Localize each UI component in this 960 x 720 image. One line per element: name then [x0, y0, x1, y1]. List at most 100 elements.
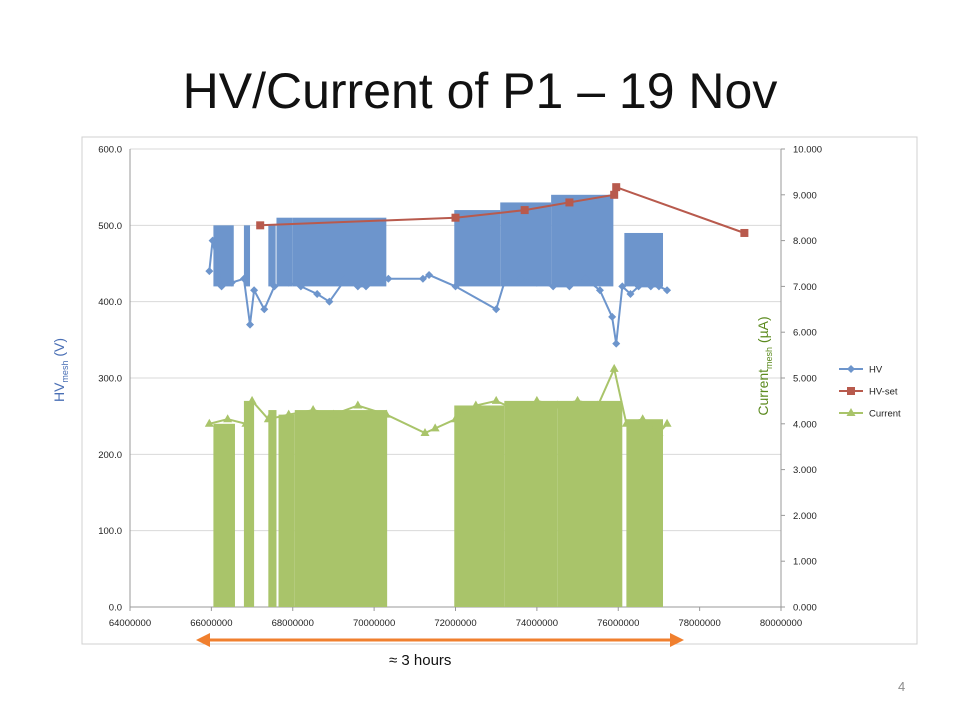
hv-set-point [610, 190, 619, 199]
current-point [430, 423, 440, 432]
legend-marker [846, 408, 856, 416]
y-right-tick-label: 0.000 [793, 603, 817, 614]
current-point [204, 418, 214, 427]
current-point [420, 427, 430, 436]
legend-label: HV [869, 365, 883, 376]
y-right-tick-label: 2.000 [793, 511, 817, 522]
series-line-hv [208, 240, 668, 344]
x-tick-label: 74000000 [516, 618, 558, 629]
hv-point [284, 278, 293, 287]
current-point [662, 418, 672, 427]
current-point [491, 395, 501, 404]
current-point [263, 414, 273, 423]
y-right-tick-label: 7.000 [793, 282, 817, 293]
hv-point [565, 282, 574, 291]
hv-dense-band [292, 217, 387, 287]
hv-point [208, 236, 217, 245]
legend: HV HV-set Current [839, 365, 901, 420]
hv-point [313, 290, 322, 299]
current-point [532, 395, 542, 404]
hv-dense-band [551, 194, 614, 287]
hv-point [618, 282, 627, 291]
y-right-tick-label: 8.000 [793, 236, 817, 247]
current-dense-band [278, 414, 295, 607]
current-dense-band [626, 419, 664, 607]
current-point [573, 395, 583, 404]
y-left-tick-label: 100.0 [98, 526, 122, 537]
hv-point [532, 278, 541, 287]
x-tick-label: 64000000 [109, 618, 151, 629]
current-point [353, 400, 363, 409]
current-point [552, 400, 562, 409]
current-dense-band [294, 410, 388, 607]
y-left-tick-label: 400.0 [98, 297, 122, 308]
hv-dense-band [454, 210, 501, 287]
hv-point [492, 305, 501, 314]
hv-dense-band [276, 217, 293, 287]
hv-point [608, 312, 617, 321]
hv-point [500, 278, 509, 287]
hv-point [353, 282, 362, 291]
legend-label: HV-set [869, 387, 898, 398]
current-dense-band [454, 405, 505, 607]
hv-point [418, 274, 427, 283]
hv-point [425, 270, 434, 279]
current-dense-band [243, 400, 255, 607]
current-point [284, 409, 294, 418]
x-tick-label: 70000000 [353, 618, 395, 629]
x-tick-label: 72000000 [434, 618, 476, 629]
hv-point [516, 274, 525, 283]
current-point [241, 418, 251, 427]
tick-labels: 0.0 100.0 200.0 300.0 400.0 500.0 600.0 0.000 1.… [98, 145, 822, 630]
y-right-tick-label: 4.000 [793, 419, 817, 430]
x-tick-label: 66000000 [190, 618, 232, 629]
hv-set-point [565, 198, 574, 207]
hv-point [205, 267, 214, 276]
right-axis-label: Currentmesh (µA) [755, 316, 774, 415]
hv-point [612, 339, 621, 348]
legend-marker [847, 365, 855, 373]
legend-label: Current [869, 409, 901, 420]
y-left-tick-label: 200.0 [98, 450, 122, 461]
current-point [308, 405, 318, 414]
hv-set-point [256, 221, 265, 230]
current-dense-band [504, 400, 558, 607]
hv-point [646, 282, 655, 291]
slide-title: HV/Current of P1 – 19 Nov [182, 63, 778, 119]
current-point [638, 414, 648, 423]
current-dense-band [268, 410, 277, 607]
y-right-tick-label: 1.000 [793, 557, 817, 568]
y-right-tick-label: 9.000 [793, 190, 817, 201]
hv-point [239, 274, 248, 283]
current-dense-band [557, 400, 623, 607]
hv-dense-band [268, 225, 276, 287]
y-left-tick-label: 300.0 [98, 374, 122, 385]
hv-point [549, 282, 558, 291]
hv-dense-band [624, 232, 664, 287]
current-dense-band [213, 423, 235, 607]
current-point [223, 414, 233, 423]
y-left-tick-label: 0.0 [109, 603, 122, 614]
y-left-tick-label: 500.0 [98, 221, 122, 232]
hv-point [626, 290, 635, 299]
hv-point [270, 282, 279, 291]
current-point [451, 414, 460, 423]
current-point [381, 409, 391, 418]
y-right-tick-label: 5.000 [793, 374, 817, 385]
hv-point [296, 282, 305, 291]
hv-point [341, 274, 350, 283]
current-point [512, 405, 522, 414]
page-number: 4 [898, 679, 906, 694]
hv-set-point [451, 213, 460, 222]
current-point [593, 400, 603, 409]
y-right-tick-label: 3.000 [793, 465, 817, 476]
left-axis-label: HVmesh (V) [51, 338, 70, 402]
dense-bands [213, 194, 664, 607]
hv-point [250, 286, 259, 295]
hv-dense-band [243, 225, 251, 287]
hv-point [663, 286, 672, 295]
duration-annotation: ≈ 3 hours [389, 652, 452, 669]
hv-point [246, 320, 255, 329]
x-tick-label: 76000000 [597, 618, 639, 629]
current-point [609, 363, 619, 372]
